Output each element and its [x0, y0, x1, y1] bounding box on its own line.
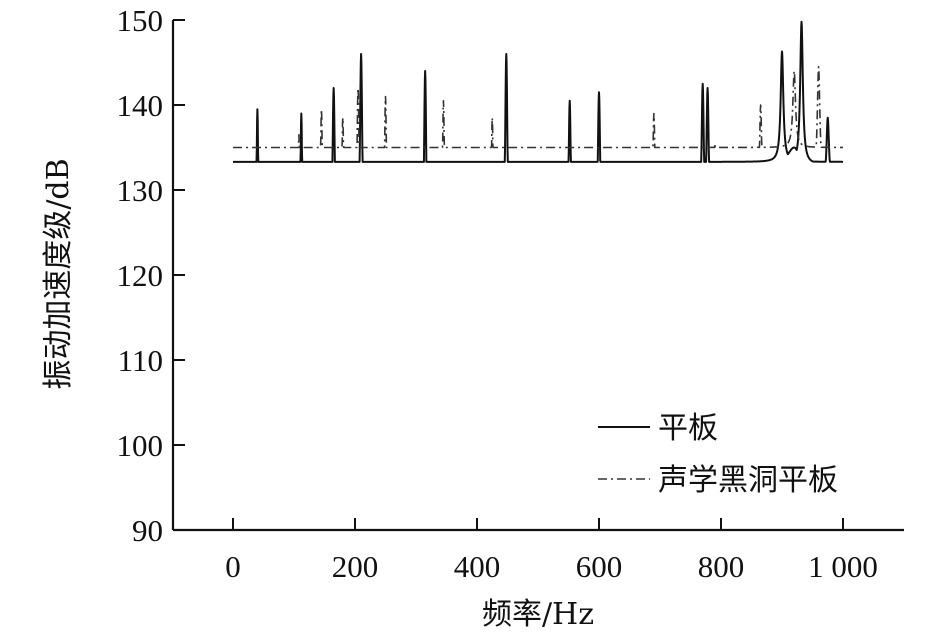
- x-axis-title: 频率/Hz: [482, 597, 594, 632]
- y-tick-label: 150: [117, 3, 164, 38]
- y-tick-label: 140: [117, 88, 164, 123]
- y-tick-label: 110: [118, 343, 163, 378]
- series-line-flat-plate: [232, 20, 844, 163]
- y-tick-label: 120: [117, 258, 164, 293]
- y-ticks: 90 100 110 120 130 140 150: [117, 3, 185, 548]
- y-tick-label: 130: [117, 173, 164, 208]
- series-layer: [232, 20, 844, 163]
- x-tick-label: 200: [332, 549, 379, 584]
- legend-label-abh-plate: 声学黑洞平板: [658, 463, 838, 498]
- y-axis-title: 振动加速度级/dB: [41, 158, 76, 389]
- legend: 平板 声学黑洞平板: [598, 411, 838, 498]
- series-line-abh-plate: [232, 65, 844, 149]
- y-tick-label: 90: [132, 513, 163, 548]
- x-tick-label: 400: [454, 549, 501, 584]
- x-tick-label: 600: [576, 549, 623, 584]
- y-tick-label: 100: [117, 428, 164, 463]
- x-tick-label: 800: [698, 549, 745, 584]
- x-ticks: 0 200 400 600 800 1 000: [225, 518, 878, 584]
- legend-label-flat-plate: 平板: [658, 411, 718, 446]
- x-tick-label: 1 000: [808, 549, 878, 584]
- x-tick-label: 0: [225, 549, 241, 584]
